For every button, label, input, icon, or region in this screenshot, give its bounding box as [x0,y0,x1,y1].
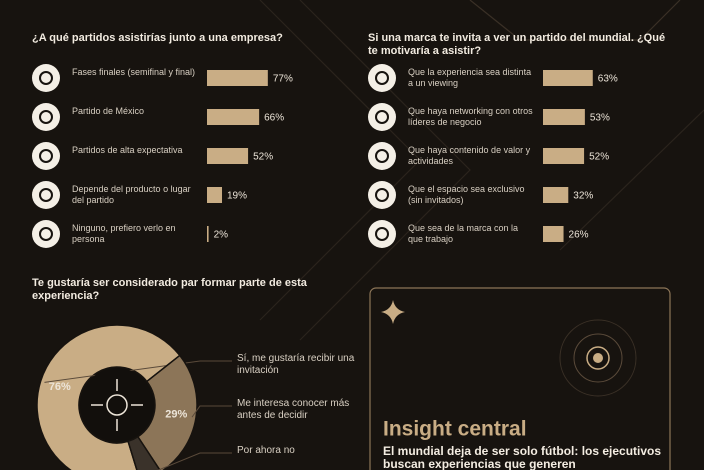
category-label: Fases finales (semifinal y final) [72,67,196,77]
value-label: 26% [569,230,589,241]
background-decor [259,0,704,341]
icon-glyph [39,110,53,124]
category-label-box: Fases finales (semifinal y final) [72,67,196,77]
icon-glyph [375,188,389,202]
bar [207,187,223,203]
category-label-box: Que el espacio sea exclusivo (sin invita… [408,184,525,205]
value-label: 29% [165,408,187,420]
category-label: Que haya contenido de valor y actividade… [408,145,531,166]
chart-title: ¿A qué partidos asistirías junto a una e… [32,32,283,44]
donut-slice [127,435,161,470]
value-label: 2% [214,230,229,241]
value-label: 77% [273,74,293,85]
category-label: Que el espacio sea exclusivo (sin invita… [408,184,525,205]
leader-line [191,405,232,418]
legend-label: Por ahora no [237,445,295,456]
icon [32,142,60,170]
icon-glyph [39,188,53,202]
legend-label: Me interesa conocer más antes de decidir [237,398,350,421]
leader-line [157,452,232,470]
bar [207,109,260,125]
category-label: Que sea de la marca con la que trabajo [408,223,519,244]
category-label-box: Que haya contenido de valor y actividade… [408,145,531,166]
chart-title: Si una marca te invita a ver un partido … [368,32,666,57]
value-label: 53% [590,113,610,124]
donut-slice [36,324,181,470]
bar [207,226,209,242]
bar [543,70,593,86]
category-label: Partido de México [72,106,145,116]
icon-glyph [375,149,389,163]
value-label: 32% [573,191,593,202]
category-label-box: Depende del producto o lugar del partido [72,184,191,205]
legend-label-box: Sí, me gustaría recibir una invitación [237,353,355,376]
chart-title-box: ¿A qué partidos asistirías junto a una e… [32,32,283,44]
category-label-box: Partidos de alta expectativa [72,145,183,155]
value-label: 76% [49,381,71,393]
icon-glyph [375,227,389,241]
icon [32,220,60,248]
crosshair [91,379,143,431]
icon [368,220,396,248]
icon [32,64,60,92]
value-label: 63% [598,74,618,85]
bar [543,226,564,242]
icon [32,103,60,131]
chart-title-box: Si una marca te invita a ver un partido … [368,32,666,57]
category-label: Depende del producto o lugar del partido [72,184,191,205]
bar [207,148,249,164]
category-label: Ninguno, prefiero verlo en persona [72,223,176,244]
icon [368,103,396,131]
bar [207,70,268,86]
icon [368,64,396,92]
bar [543,148,585,164]
crosshair [106,394,128,416]
insight-text-box: El mundial deja de ser solo fútbol: los … [383,445,662,470]
icon [368,181,396,209]
category-label: Que la experiencia sea distinta a un vie… [408,67,532,88]
category-label: Partidos de alta expectativa [72,145,183,155]
chart-title-box: Te gustaría ser considerado par formar p… [32,277,307,302]
legend-label-box: Me interesa conocer más antes de decidir [237,398,350,421]
insight-text: El mundial deja de ser solo fútbol: los … [383,445,662,470]
icon [368,142,396,170]
donut-hole [80,368,154,442]
value-label: 66% [264,113,284,124]
category-label-box: Que haya networking con otros líderes de… [408,106,533,127]
icon-glyph [375,71,389,85]
insight-title: Insight central [383,418,527,441]
category-label-box: Que la experiencia sea distinta a un vie… [408,67,532,88]
category-label: Que haya networking con otros líderes de… [408,106,533,127]
icon-glyph [39,227,53,241]
chart-title: Te gustaría ser considerado par formar p… [32,277,307,302]
bar [543,109,585,125]
value-label: 19% [227,191,247,202]
category-label-box: Partido de México [72,106,145,116]
category-label-box: Que sea de la marca con la que trabajo [408,223,519,244]
icon-glyph [39,71,53,85]
legend-label: Sí, me gustaría recibir una invitación [237,353,355,376]
icon [32,181,60,209]
icon-glyph [375,110,389,124]
category-label-box: Ninguno, prefiero verlo en persona [72,223,176,244]
value-label: 52% [589,152,609,163]
icon-glyph [39,149,53,163]
value-label: 52% [253,152,273,163]
bar [543,187,569,203]
legend-label-box: Por ahora no [237,445,295,456]
insight-box: Insight central El mundial deja de ser s… [369,287,671,470]
